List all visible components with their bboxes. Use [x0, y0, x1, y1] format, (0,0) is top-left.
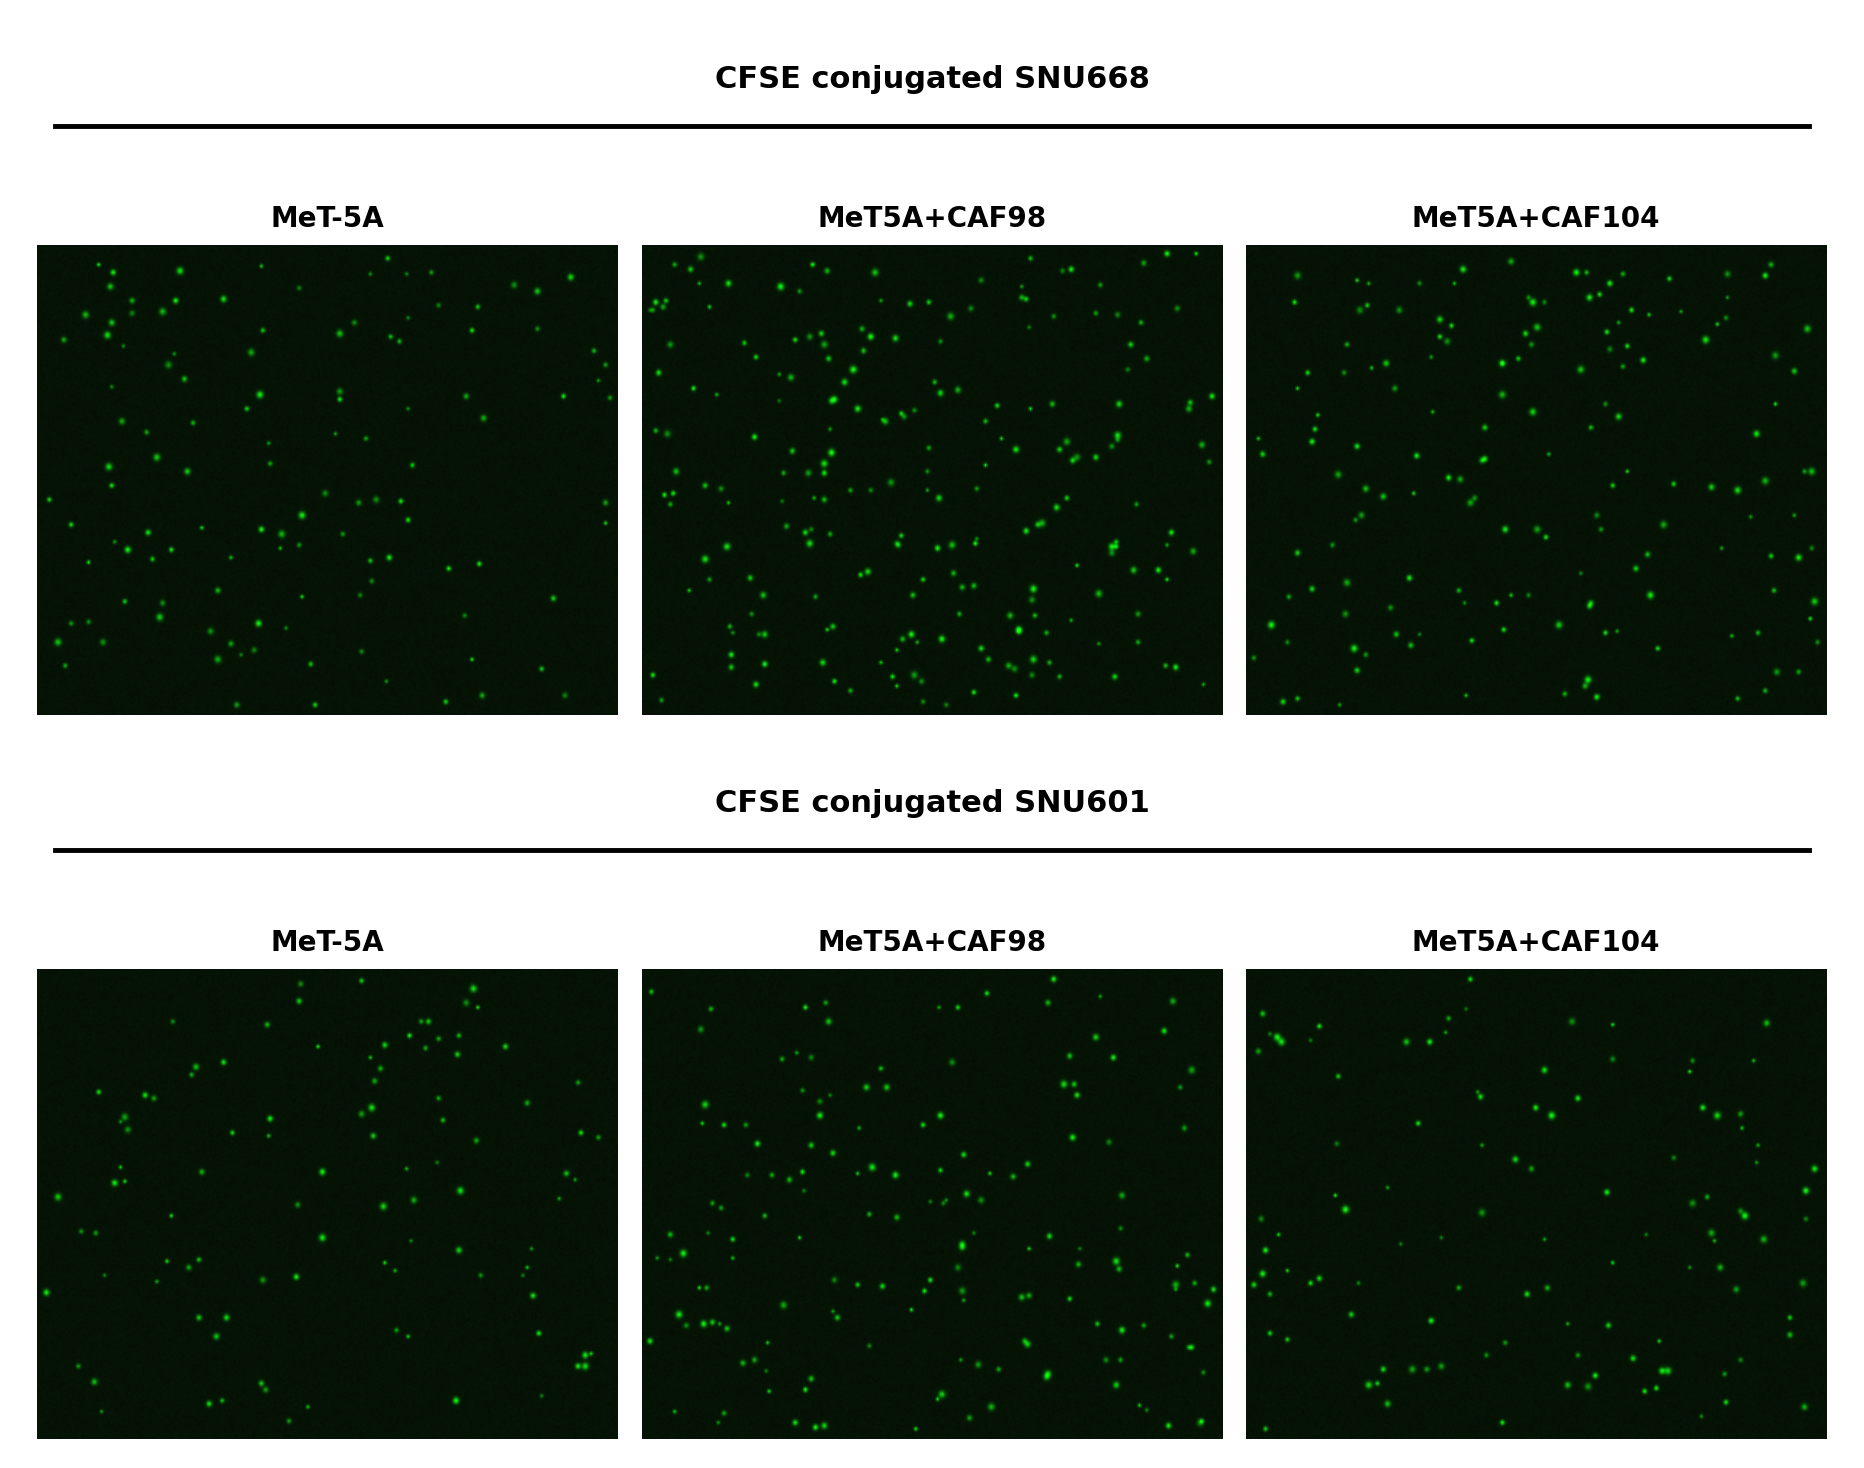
Text: CFSE conjugated SNU601: CFSE conjugated SNU601: [714, 790, 1150, 818]
Text: MeT5A+CAF104: MeT5A+CAF104: [1411, 204, 1661, 233]
Text: MeT-5A: MeT-5A: [270, 204, 384, 233]
Text: MeT5A+CAF98: MeT5A+CAF98: [818, 929, 1046, 957]
Text: CFSE conjugated SNU668: CFSE conjugated SNU668: [714, 65, 1150, 94]
Text: MeT-5A: MeT-5A: [270, 929, 384, 957]
Text: MeT5A+CAF98: MeT5A+CAF98: [818, 204, 1046, 233]
Text: MeT5A+CAF104: MeT5A+CAF104: [1411, 929, 1661, 957]
